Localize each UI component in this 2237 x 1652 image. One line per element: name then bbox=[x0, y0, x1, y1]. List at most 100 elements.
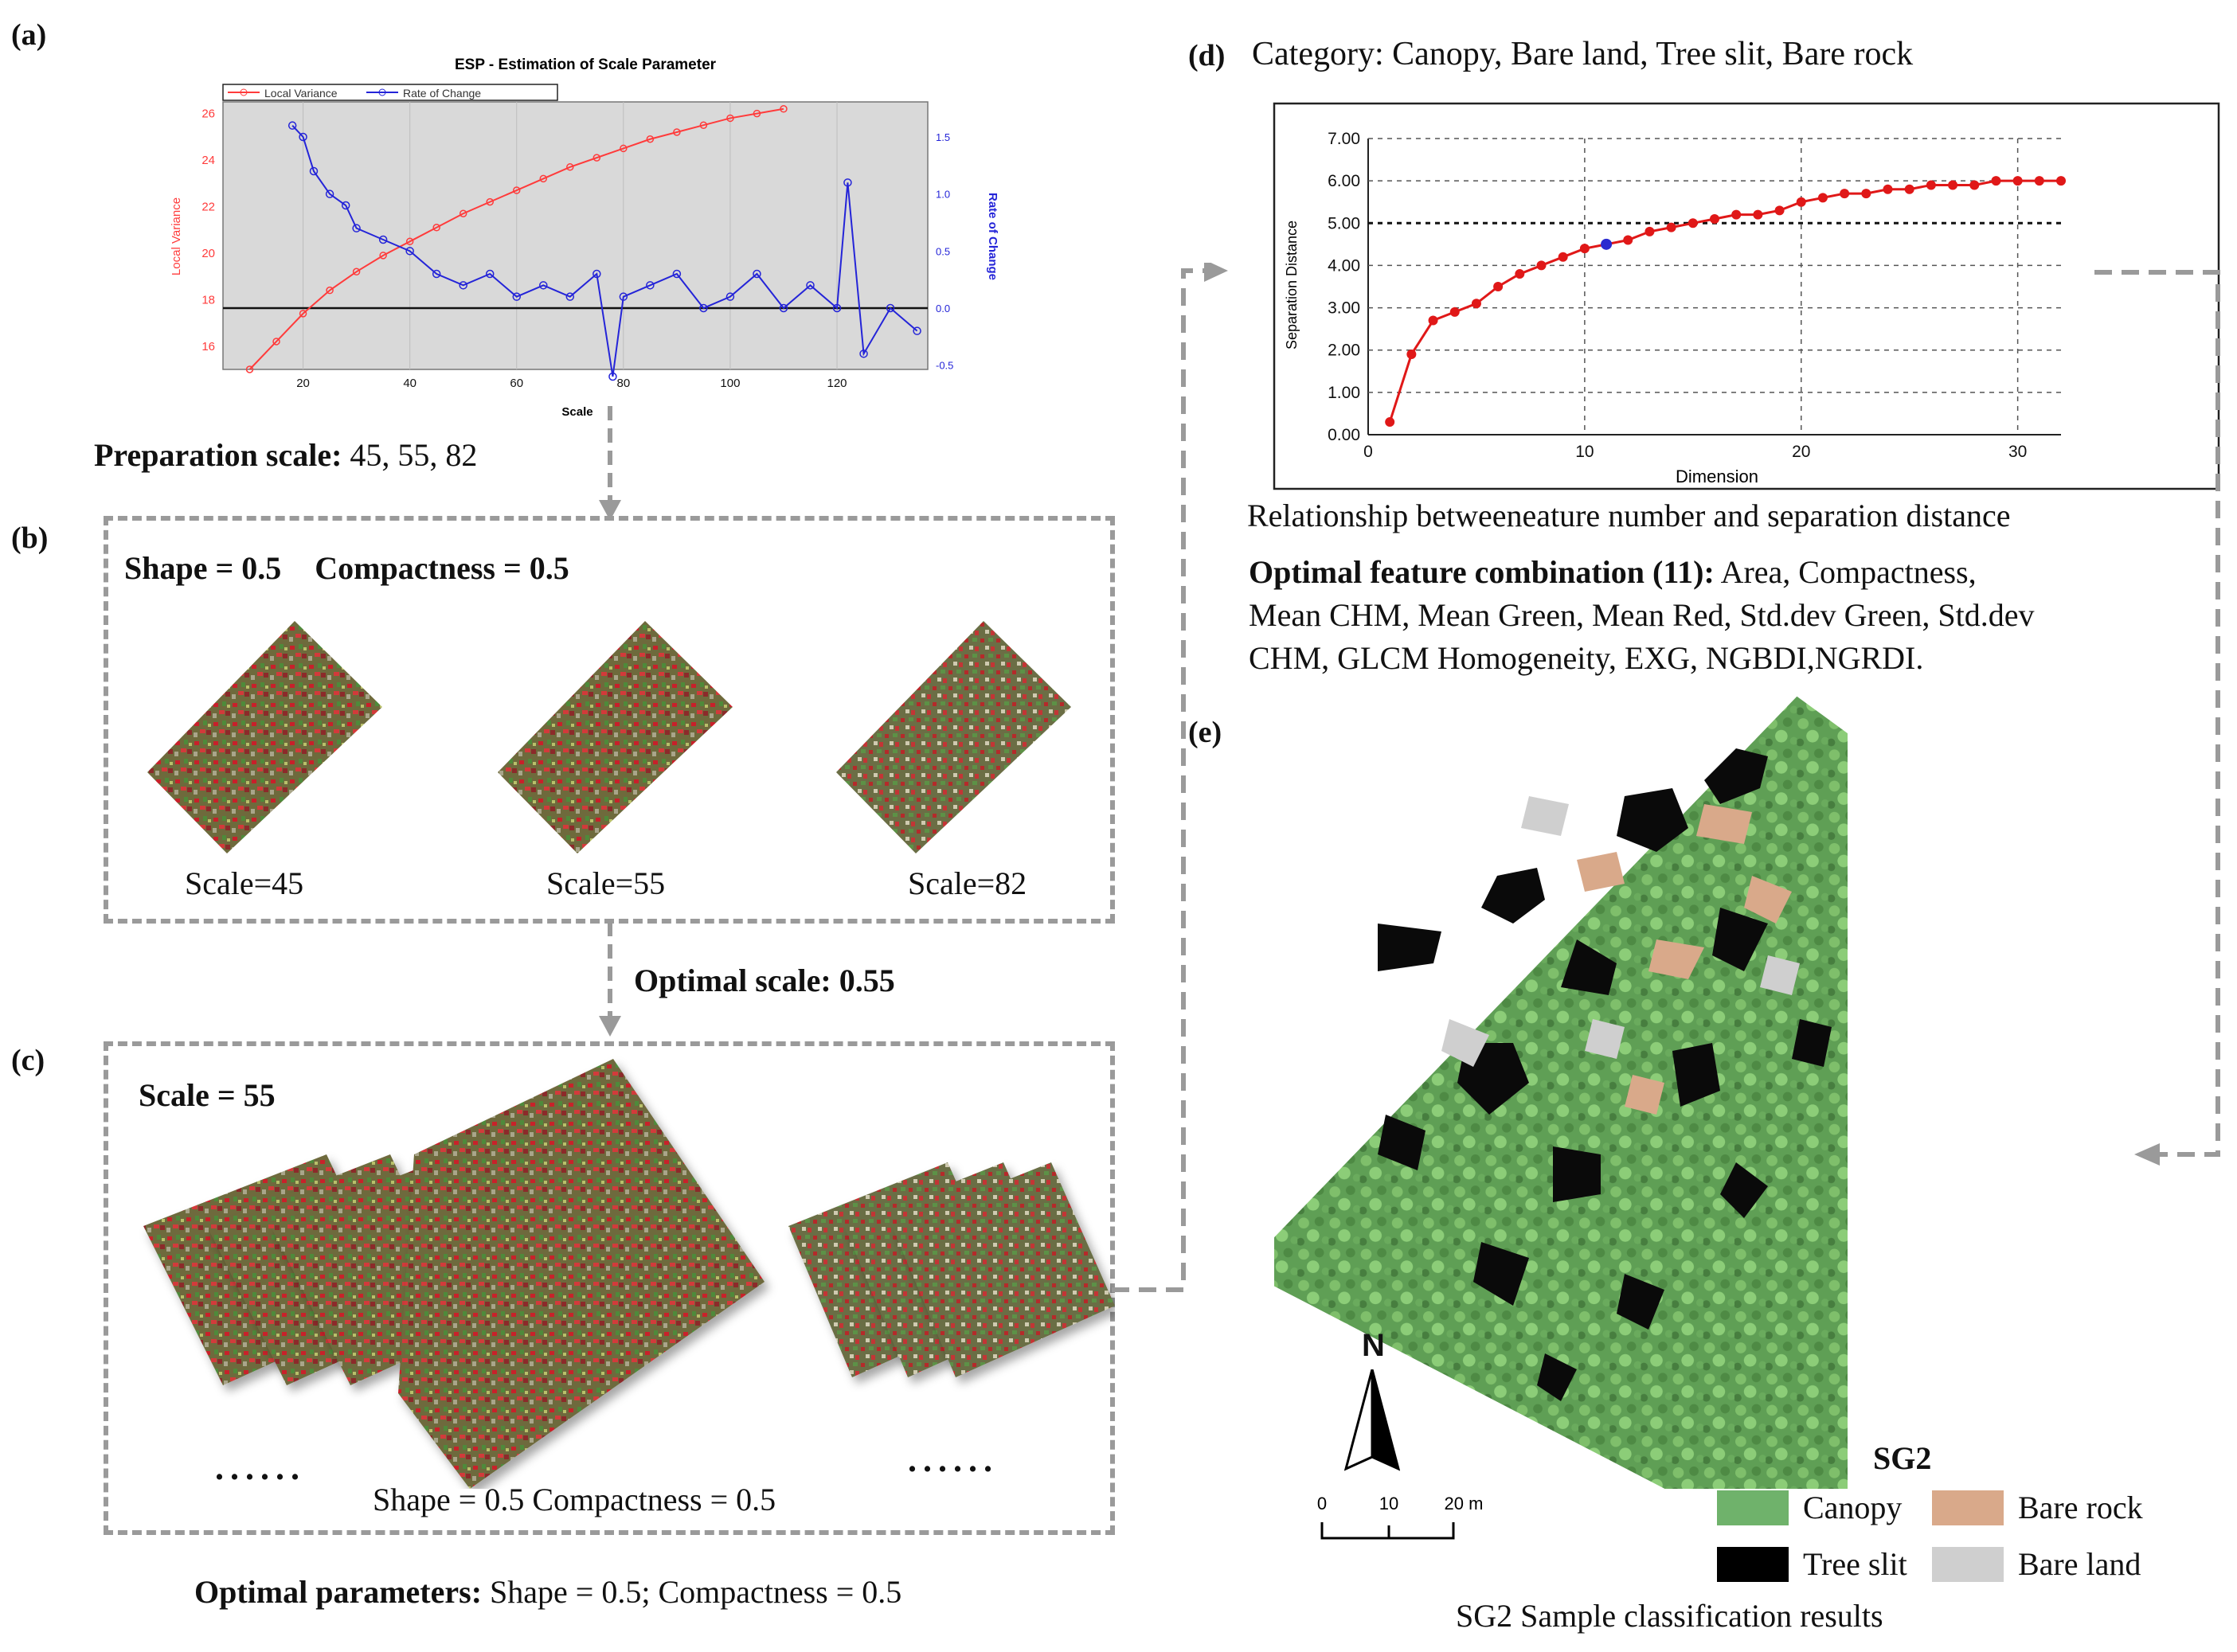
separation-point bbox=[1731, 209, 1742, 220]
legend-title: SG2 bbox=[1873, 1440, 1932, 1476]
rate-of-change-point bbox=[512, 292, 521, 301]
legend-canopy-swatch bbox=[1717, 1490, 1789, 1525]
local-variance-point bbox=[486, 197, 494, 206]
rate-of-change-point bbox=[886, 303, 895, 313]
local-variance-point bbox=[405, 237, 414, 246]
map-canopy-area bbox=[1274, 696, 1848, 1489]
separation-point bbox=[1969, 180, 1980, 190]
box-c-caption: Shape = 0.5 Compactness = 0.5 bbox=[373, 1482, 776, 1517]
separation-point bbox=[1406, 350, 1417, 360]
local-variance-point bbox=[352, 268, 361, 276]
rate-of-change-point bbox=[843, 178, 852, 187]
connector-c-to-d bbox=[1112, 263, 1228, 1292]
local-variance-point bbox=[432, 224, 440, 232]
separation-chart: 7.006.005.004.003.002.001.000.000 10 20 30 … bbox=[1273, 102, 2220, 490]
separation-point bbox=[1515, 269, 1525, 279]
arrow-b-to-c bbox=[599, 922, 621, 1037]
connector-d-to-e bbox=[2094, 270, 2220, 1166]
separation-point bbox=[2056, 176, 2066, 186]
north-arrow-icon bbox=[1344, 1369, 1400, 1471]
separation-point bbox=[1753, 209, 1763, 220]
sep-ytick-label: 5.00 bbox=[1328, 214, 1360, 232]
legend-tree-slit-label: Tree slit bbox=[1803, 1546, 1907, 1582]
rate-of-change-point bbox=[672, 269, 682, 279]
separation-point bbox=[1623, 235, 1633, 245]
local-variance-point bbox=[753, 109, 761, 118]
scale-bar: 0 10 20 m bbox=[1317, 1494, 1484, 1540]
local-variance-point bbox=[699, 121, 708, 129]
rate-of-change-point bbox=[341, 201, 350, 210]
optimal-feature-combination: Optimal feature combination (11): Area, … bbox=[1249, 551, 2228, 680]
segmentation-stack-c bbox=[143, 1059, 1115, 1489]
esp-xtick-label: 20 bbox=[296, 377, 310, 390]
feature-line2: Mean CHM, Mean Green, Mean Red, Std.dev … bbox=[1249, 597, 2035, 633]
scale-55-label: Scale=55 bbox=[546, 865, 666, 901]
legend-local-variance: Local Variance bbox=[264, 87, 338, 100]
rate-of-change-point bbox=[619, 292, 628, 301]
sep-xtick-label: 10 bbox=[1575, 443, 1594, 461]
scale-label-20: 20 m bbox=[1445, 1494, 1484, 1513]
esp-ylabel-left: Local Variance bbox=[170, 197, 183, 275]
rate-of-change-point bbox=[859, 350, 868, 358]
esp-left-tick-label: 20 bbox=[201, 247, 215, 260]
rate-of-change-point bbox=[913, 326, 921, 335]
esp-plot-area bbox=[222, 101, 929, 370]
separation-point bbox=[1796, 197, 1806, 207]
separation-point bbox=[1688, 218, 1698, 228]
sep-ylabel: Separation Distance bbox=[1284, 221, 1300, 350]
sep-ytick-label: 2.00 bbox=[1328, 342, 1360, 360]
esp-xtick-label: 120 bbox=[827, 377, 847, 390]
local-variance-point bbox=[780, 105, 788, 113]
feature-line3: CHM, GLCM Homogeneity, EXG, NGBDI,NGRDI. bbox=[1249, 640, 1924, 676]
esp-series bbox=[245, 105, 921, 381]
separation-point bbox=[1558, 252, 1568, 262]
rate-of-change-point bbox=[352, 224, 361, 232]
rate-of-change-point bbox=[405, 247, 414, 256]
separation-point bbox=[1861, 189, 1871, 199]
box-b bbox=[104, 516, 1115, 924]
rate-of-change-point bbox=[378, 235, 388, 244]
preparation-scale-label: Preparation scale: bbox=[94, 437, 342, 473]
esp-grid bbox=[303, 102, 838, 369]
esp-legend: Local Variance Rate of Change bbox=[222, 84, 558, 101]
rate-of-change-point bbox=[325, 189, 334, 198]
north-label: N bbox=[1362, 1328, 1385, 1363]
separation-point bbox=[1926, 180, 1936, 190]
optimal-point-marker bbox=[1601, 238, 1613, 250]
separation-point bbox=[1666, 222, 1676, 232]
sep-ytick-label: 0.00 bbox=[1328, 426, 1360, 444]
sep-ticks: 7.00 6.00 5.00 4.00 3.00 2.00 1.00 0.000 10 20 30 bbox=[1328, 130, 2027, 461]
local-variance-point bbox=[459, 209, 467, 217]
local-variance-point bbox=[245, 365, 254, 373]
esp-chart: ESP - Estimation of Scale Parameter Loca… bbox=[170, 57, 999, 419]
panel-label-d: (d) bbox=[1188, 39, 1226, 72]
local-variance-point bbox=[326, 286, 334, 295]
panel-label-b: (b) bbox=[11, 521, 49, 555]
separation-point bbox=[1449, 307, 1460, 317]
esp-left-tick-label: 16 bbox=[201, 340, 215, 353]
rate-of-change-point bbox=[592, 269, 601, 279]
esp-ticks: 20 40 60 80 100 120 26 24 22 20 18 16 1.5 1.0 0.5 0.0 -0… bbox=[201, 107, 953, 390]
local-variance-line bbox=[248, 107, 784, 370]
local-variance-point bbox=[620, 144, 628, 153]
bare-rock-patches bbox=[1577, 804, 1792, 1115]
optimal-scale: Optimal scale: 0.55 bbox=[634, 963, 895, 998]
local-variance-point bbox=[566, 163, 574, 171]
optimal-parameters-label: Optimal parameters: bbox=[194, 1574, 483, 1610]
local-variance-point bbox=[592, 154, 601, 162]
map-legend: Canopy Bare rock Tree slit Bare land bbox=[1717, 1489, 2163, 1583]
scale-82-label: Scale=82 bbox=[908, 865, 1027, 901]
dots-left: ...... bbox=[215, 1448, 306, 1487]
legend-bare-rock-label: Bare rock bbox=[2018, 1490, 2143, 1525]
rate-of-change-point bbox=[608, 372, 617, 381]
preparation-scale: Preparation scale: 45, 55, 82 bbox=[94, 436, 477, 474]
local-variance-point bbox=[646, 135, 655, 143]
scale-label-0: 0 bbox=[1317, 1494, 1327, 1513]
stack-image-center bbox=[398, 1059, 765, 1489]
rate-of-change-point bbox=[832, 303, 842, 313]
preparation-scale-values: 45, 55, 82 bbox=[350, 437, 478, 473]
local-variance-point bbox=[379, 252, 387, 260]
sep-ytick-label: 7.00 bbox=[1328, 130, 1360, 148]
arrow-a-to-b bbox=[599, 406, 621, 521]
box-c-scale: Scale = 55 bbox=[139, 1077, 276, 1113]
